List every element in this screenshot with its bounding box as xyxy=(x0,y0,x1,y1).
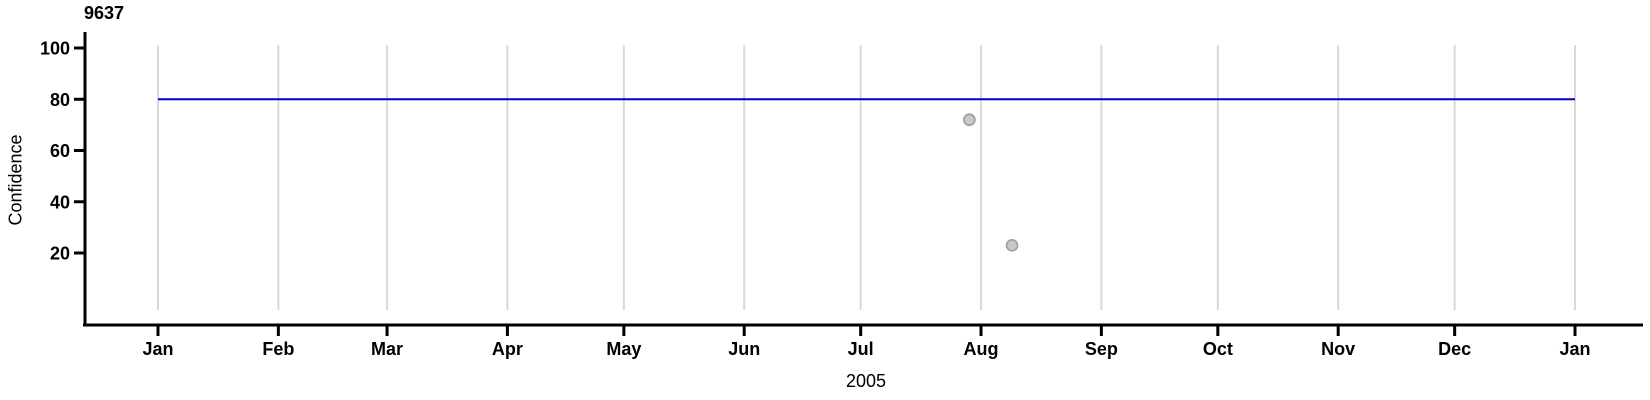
x-tick-label: Nov xyxy=(1321,339,1355,359)
y-axis-label: Confidence xyxy=(5,134,26,226)
x-tick-label: Aug xyxy=(964,339,999,359)
x-axis-year-label: 2005 xyxy=(845,371,887,391)
y-tick-label: 20 xyxy=(50,244,70,264)
data-point xyxy=(1005,238,1019,252)
x-tick-label: Jan xyxy=(1559,339,1590,359)
x-tick-label: Oct xyxy=(1203,339,1233,359)
data-point xyxy=(963,113,976,127)
x-tick-label: Sep xyxy=(1085,339,1118,359)
x-tick-label: Jan xyxy=(142,339,173,359)
y-tick-label: 60 xyxy=(50,141,70,161)
y-tick-label: 100 xyxy=(40,39,70,59)
x-tick-label: May xyxy=(606,339,641,359)
x-tick-label: Dec xyxy=(1438,339,1471,359)
x-tick-label: Mar xyxy=(371,339,403,359)
y-tick-label: 80 xyxy=(50,90,70,110)
chart-title: 9637 xyxy=(84,3,125,23)
x-tick-label: Feb xyxy=(262,339,294,359)
y-tick-label: 40 xyxy=(50,192,70,212)
x-tick-label: Jul xyxy=(848,339,874,359)
x-tick-label: Jun xyxy=(728,339,760,359)
x-tick-label: Apr xyxy=(492,339,523,359)
